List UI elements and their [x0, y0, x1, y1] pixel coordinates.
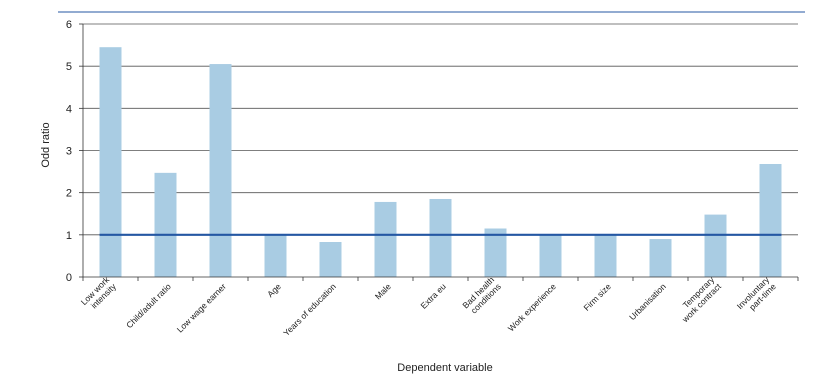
bar	[704, 214, 727, 277]
bar	[99, 47, 122, 277]
x-category-label: Male	[373, 281, 393, 301]
x-category-label: Years of education	[281, 281, 338, 338]
bar	[374, 201, 397, 277]
x-category-label: Extra eu	[418, 281, 448, 311]
x-category-label: Urbanisation	[627, 281, 668, 322]
x-category-label: Bad healthconditions	[460, 274, 503, 317]
bar	[539, 233, 562, 277]
x-category-label-line: Age	[265, 281, 283, 299]
category-labels: Low workintensity Child/adult ratio Low wa…	[79, 274, 779, 338]
y-tick-label: 6	[66, 19, 72, 31]
bar	[759, 163, 782, 277]
x-category-label: Low wage earner	[175, 281, 228, 334]
bar	[209, 64, 232, 277]
bar	[594, 234, 617, 277]
x-category-label-line: Work experience	[506, 281, 558, 333]
axes: 0 1 2 3 4 5 6	[66, 19, 799, 284]
y-tick-label: 3	[66, 146, 72, 158]
x-category-label-line: Male	[373, 281, 393, 301]
bar	[264, 234, 287, 277]
x-category-label: Low workintensity	[79, 274, 119, 314]
x-category-label-line: Low wage earner	[175, 281, 228, 334]
x-axis-title: Dependent variable	[397, 362, 492, 374]
y-axis-title: Odd ratio	[40, 122, 52, 167]
bar	[484, 228, 507, 277]
x-category-label-line: Firm size	[581, 281, 613, 313]
bar	[154, 172, 177, 277]
bar	[649, 239, 672, 277]
y-tick-label: 4	[66, 103, 72, 115]
bar	[319, 242, 342, 277]
x-category-label-line: Urbanisation	[627, 281, 668, 322]
bars	[99, 47, 782, 277]
y-tick-label: 2	[66, 188, 72, 200]
x-category-label: Age	[265, 281, 283, 299]
x-category-label: Work experience	[506, 281, 558, 333]
y-tick-label: 5	[66, 61, 72, 73]
x-category-label: Involuntarypart-time	[735, 274, 779, 318]
x-category-label: Temporarywork contract	[673, 274, 724, 325]
x-category-label: Child/adult ratio	[124, 281, 173, 330]
x-category-label-line: Extra eu	[418, 281, 448, 311]
y-tick-label: 1	[66, 230, 72, 242]
x-category-label-line: Child/adult ratio	[124, 281, 173, 330]
y-tick-label: 0	[66, 272, 72, 284]
bar	[429, 198, 452, 277]
x-category-label-line: Years of education	[281, 281, 338, 338]
x-category-label: Firm size	[581, 281, 613, 313]
